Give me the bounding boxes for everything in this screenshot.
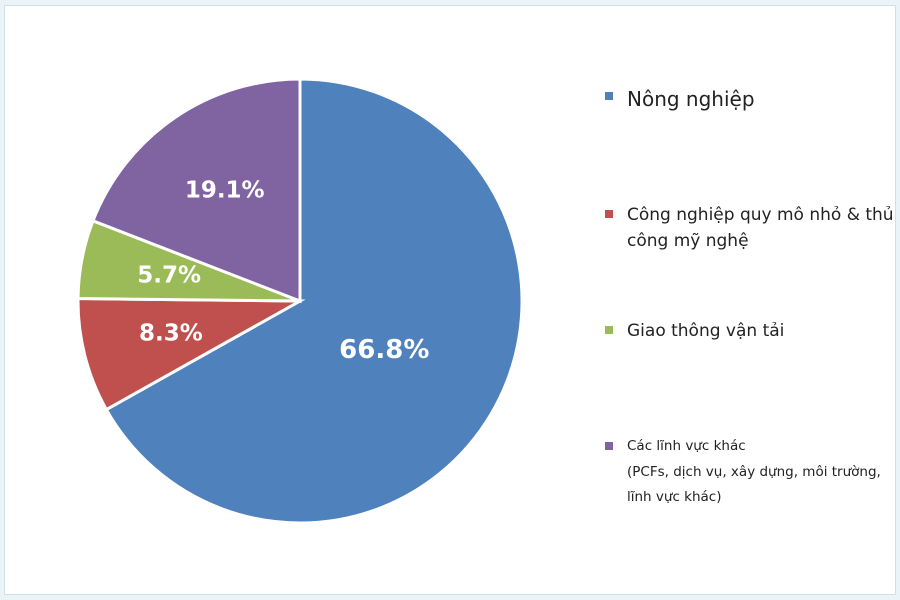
legend-swatch (605, 442, 613, 450)
legend-sublabel: (PCFs, dịch vụ, xây dựng, môi trường, lĩ… (627, 463, 881, 506)
legend-label-group: Các lĩnh vực khác (PCFs, dịch vụ, xây dự… (627, 434, 892, 511)
pie-slice (104, 77, 524, 525)
legend-swatch (605, 326, 613, 334)
slice-data-label: 19.1% (185, 178, 265, 204)
slice-data-label: 5.7% (137, 262, 201, 288)
legend-label: Công nghiệp quy mô nhỏ & thủ công mỹ ngh… (627, 205, 894, 252)
pie-slice (76, 297, 306, 412)
pie-slice (91, 77, 302, 304)
legend-label: Nông nghiệp (627, 87, 755, 111)
legend-item-cac-linh-vuc-khac: Các lĩnh vực khác (PCFs, dịch vụ, xây dự… (605, 434, 892, 511)
legend-swatch (605, 92, 613, 100)
legend-label: Các lĩnh vực khác (627, 438, 746, 454)
slice-data-label: 66.8% (339, 335, 429, 365)
slice-data-label: 8.3% (139, 320, 203, 346)
legend-item-nong-nghiep: Nông nghiệp (605, 84, 755, 115)
legend-swatch (605, 210, 613, 218)
legend-item-giao-thong: Giao thông vận tải (605, 318, 784, 344)
legend-label: Giao thông vận tải (627, 321, 785, 341)
pie-chart: 66.8% 8.3% 5.7% 19.1% (76, 77, 524, 525)
chart-frame: 66.8% 8.3% 5.7% 19.1% Nông nghiệp Công nghi… (4, 5, 896, 595)
legend-item-cong-nghiep: Công nghiệp quy mô nhỏ & thủ công mỹ ngh… (605, 202, 900, 255)
